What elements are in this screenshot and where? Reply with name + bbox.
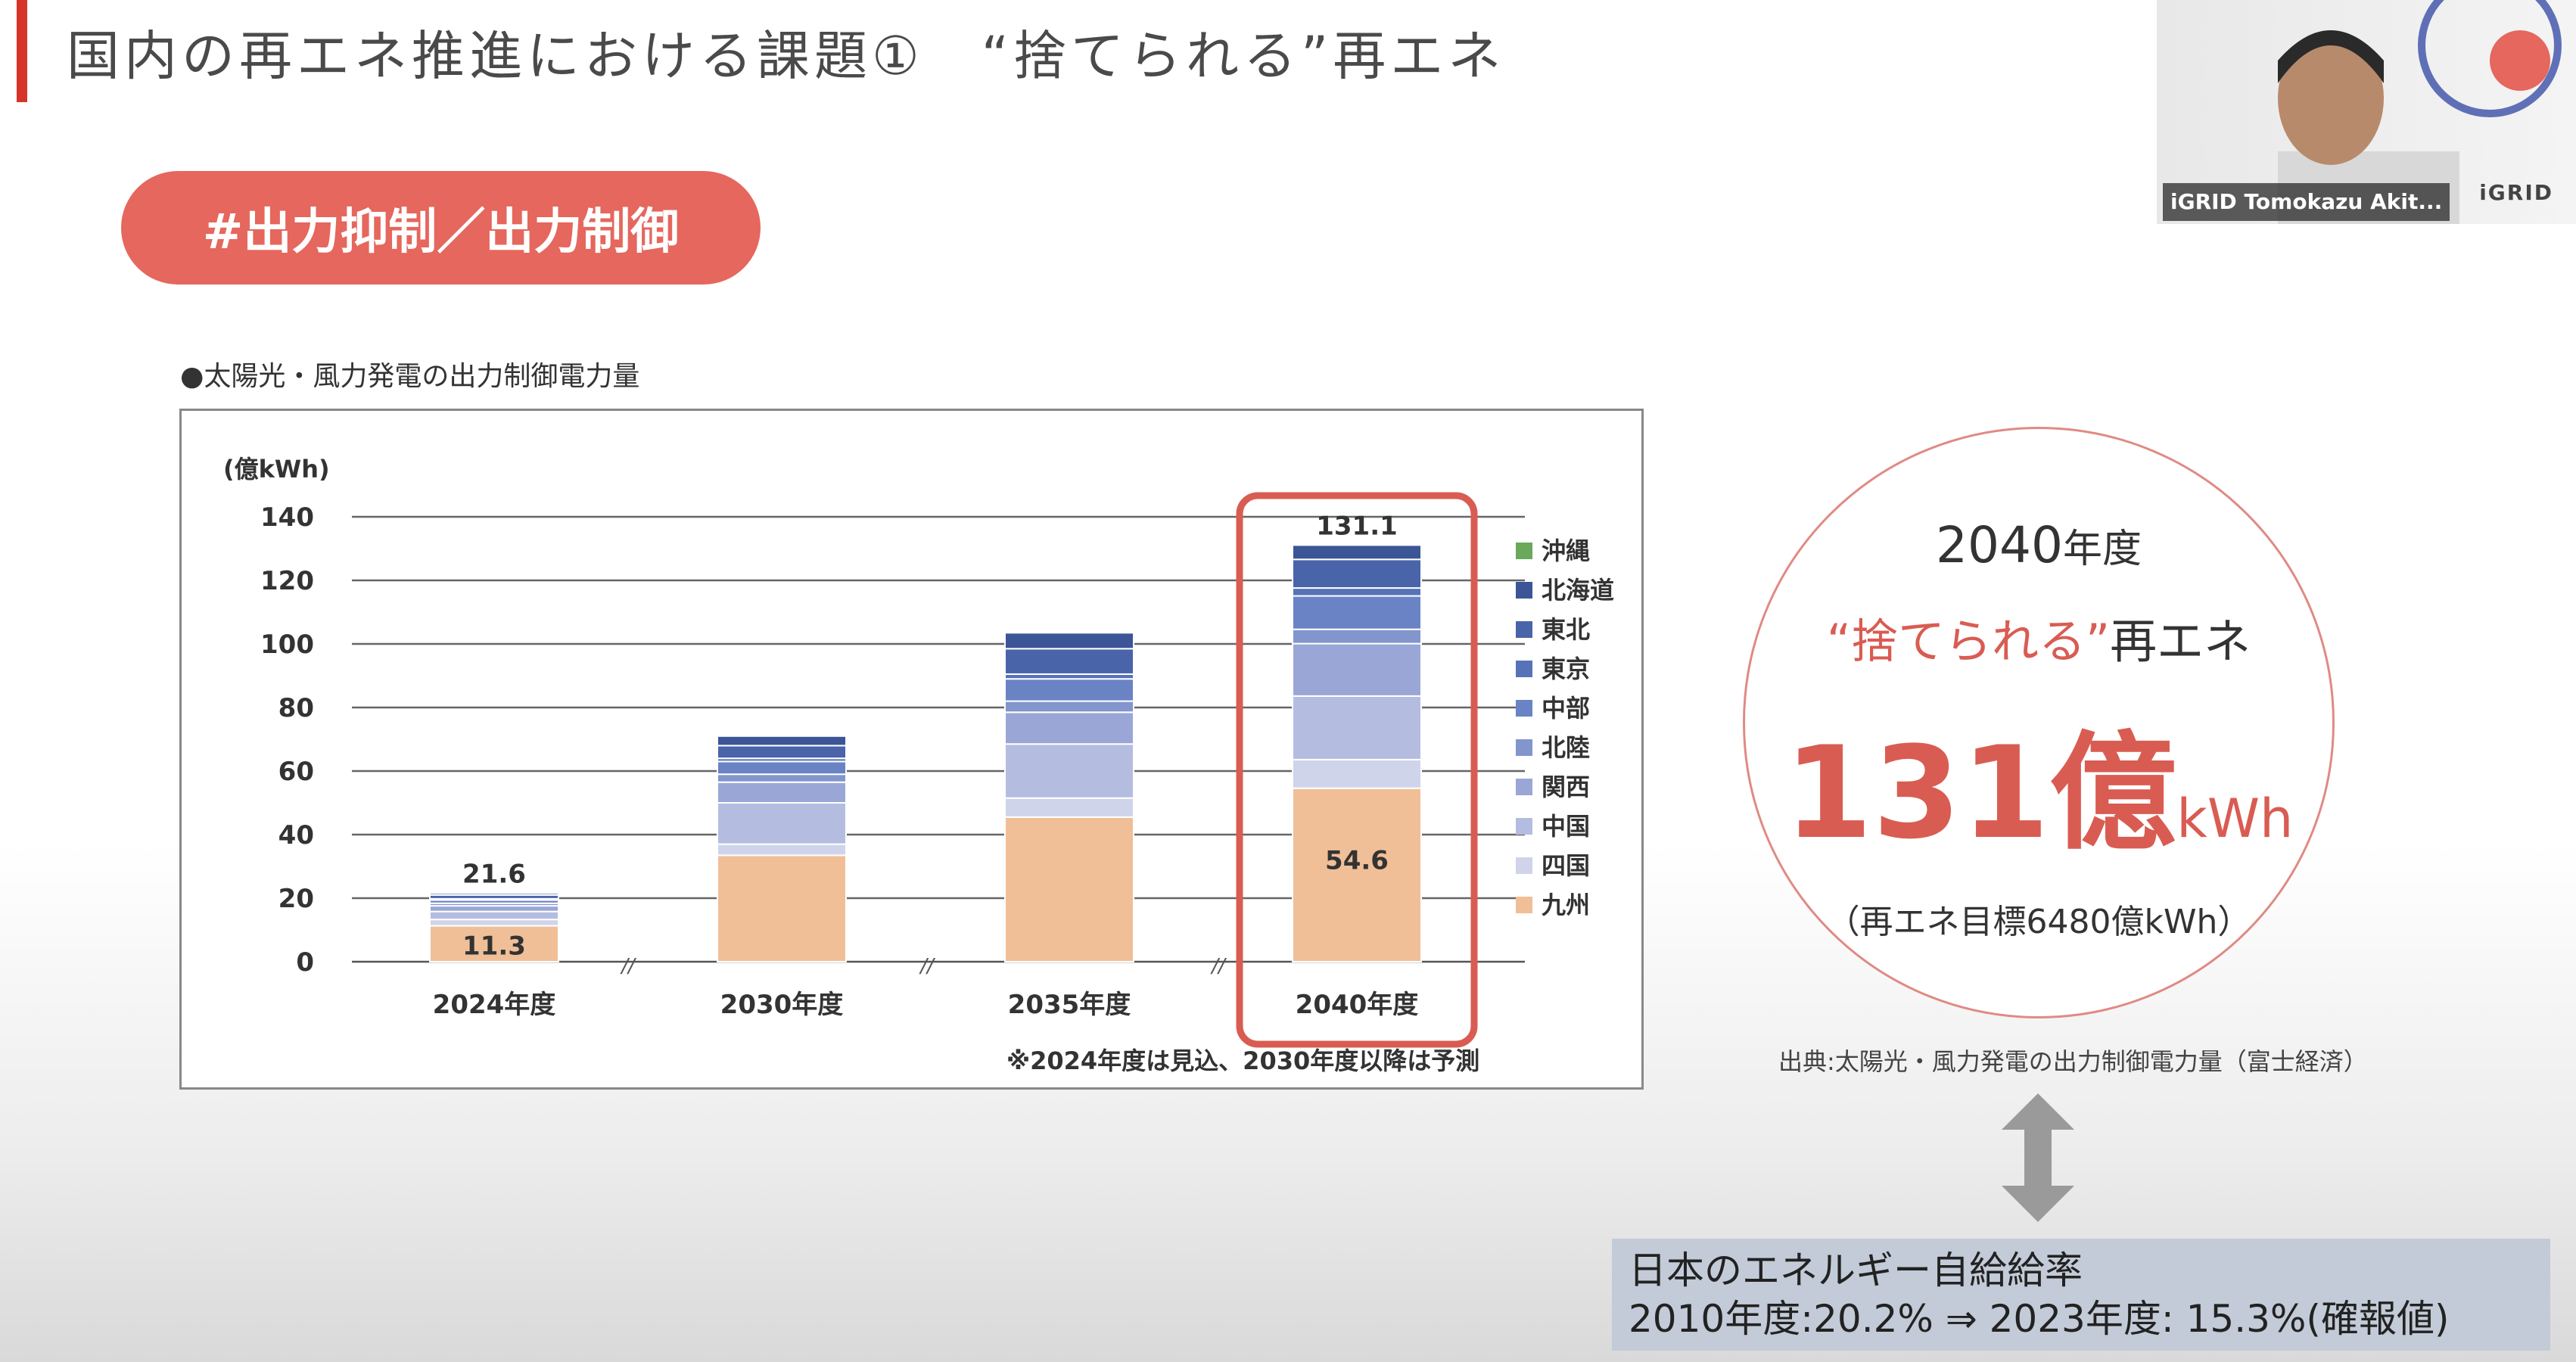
y-tick-label: 60	[278, 757, 314, 787]
participant-video-tile[interactable]: iGRID iGRID Tomokazu Akit...	[2157, 0, 2576, 224]
callout-wasted-line: “捨てられる”再エネ	[1745, 603, 2332, 671]
chart-title: ●太陽光・風力発電の出力制御電力量	[180, 361, 640, 392]
bar-segment-四国	[1292, 758, 1422, 789]
axis-break-mark: //	[1210, 955, 1227, 978]
bar-segment-九州	[429, 925, 559, 962]
self-sufficiency-values: 2010年度:20.2% ⇒ 2023年度: 15.3%(確報値)	[1629, 1297, 2450, 1341]
bar-segment-東北	[1004, 648, 1134, 675]
callout-circle: 2040年度 “捨てられる”再エネ 131億kWh （再エネ目標6480億kWh…	[1743, 427, 2335, 1018]
bar-segment-北陸	[1292, 628, 1422, 645]
legend-swatch-沖縄	[1516, 543, 1532, 559]
self-sufficiency-title: 日本のエネルギー自給給率	[1629, 1248, 2083, 1292]
callout-target-note: （再エネ目標6480億kWh）	[1826, 903, 2251, 941]
highlight-box	[1236, 492, 1478, 1048]
y-tick-label: 20	[278, 884, 314, 914]
callout-amount-line: 131億kWh	[1745, 690, 2332, 874]
legend-swatch-九州	[1516, 897, 1532, 913]
callout-amount: 131億	[1784, 719, 2177, 867]
legend-label: 北海道	[1542, 576, 1614, 605]
callout-year-line: 2040年度	[1745, 516, 2332, 574]
bar-segment-北海道	[1292, 544, 1422, 561]
bar-segment-九州	[1004, 816, 1134, 963]
callout-year-suffix: 年度	[2062, 527, 2142, 572]
y-tick-label: 100	[260, 630, 314, 660]
y-tick-label: 120	[260, 566, 314, 596]
legend-swatch-四国	[1516, 857, 1532, 874]
y-axis-label: (億kWh)	[223, 455, 330, 484]
bar-segment-四国	[1004, 797, 1134, 818]
chart-frame: (億kWh) 0 20 40 60 80 100 120 140 2024年度 2030年度 2035…	[179, 409, 1644, 1090]
legend-label: 東京	[1542, 655, 1590, 683]
self-sufficiency-box: 日本のエネルギー自給給率 2010年度:20.2% ⇒ 2023年度: 15.3…	[1612, 1239, 2550, 1351]
legend-label: 北陸	[1542, 733, 1590, 762]
bar-segment-中国	[1004, 743, 1134, 799]
bar-segment-北海道	[429, 892, 559, 896]
bar-segment-北海道	[717, 735, 847, 747]
callout-year: 2040	[1936, 516, 2063, 574]
x-tick-label: 2040年度	[1296, 990, 1419, 1020]
bar-segment-東京	[1292, 587, 1422, 597]
axis-break-mark: //	[919, 955, 936, 978]
bar-segment-中国	[1292, 695, 1422, 760]
legend-label: 東北	[1542, 615, 1590, 644]
participant-name: iGRID Tomokazu Akit...	[2163, 183, 2450, 221]
legend-label: 沖縄	[1542, 536, 1590, 565]
legend-swatch-東北	[1516, 621, 1532, 638]
chart-footnote: ※2024年度は見込、2030年度以降は予測	[1006, 1046, 1479, 1075]
legend-label: 中部	[1542, 694, 1590, 723]
callout-unit: kWh	[2176, 788, 2294, 850]
bar-segment-関西	[717, 781, 847, 804]
legend-swatch-中国	[1516, 818, 1532, 835]
bar-segment-四国	[429, 919, 559, 927]
bar-segment-中国	[717, 802, 847, 845]
bar-segment-関西	[429, 905, 559, 913]
source-note: 出典:太陽光・風力発電の出力制御電力量（富士経済）	[1778, 1047, 2368, 1076]
bar-segment-東北	[1292, 558, 1422, 589]
legend-label: 九州	[1542, 891, 1590, 919]
data-label: 131.1	[1316, 511, 1398, 541]
x-tick-label: 2024年度	[433, 990, 556, 1020]
topic-tag: #出力抑制／出力制御	[121, 171, 761, 285]
legend-swatch-北海道	[1516, 582, 1532, 599]
bar-segment-関西	[1004, 711, 1134, 745]
legend-swatch-東京	[1516, 661, 1532, 677]
x-tick-label: 2030年度	[720, 990, 844, 1020]
bar-segment-北海道	[1004, 632, 1134, 650]
axis-break-mark: //	[620, 955, 637, 978]
callout-wasted-suffix: 再エネ	[2110, 614, 2251, 669]
legend-label: 四国	[1542, 851, 1590, 880]
bar-segment-東北	[717, 745, 847, 760]
legend-swatch-北陸	[1516, 739, 1532, 756]
title-accent-bar	[17, 0, 27, 102]
bar-segment-北陸	[1004, 700, 1134, 714]
bar-segment-中部	[717, 760, 847, 776]
y-tick-label: 0	[296, 947, 314, 978]
x-tick-label: 2035年度	[1008, 990, 1131, 1020]
legend-label: 中国	[1542, 812, 1590, 841]
bar-segment-九州	[717, 854, 847, 962]
data-label: 11.3	[462, 931, 526, 961]
y-tick-label: 140	[260, 502, 314, 533]
data-label: 21.6	[462, 859, 526, 889]
y-tick-label: 40	[278, 820, 314, 850]
legend-label: 関西	[1542, 773, 1590, 801]
igrid-logo: iGRID	[2479, 180, 2553, 205]
legend-swatch-中部	[1516, 700, 1532, 717]
bar-segment-中部	[1004, 678, 1134, 702]
double-arrow-icon	[2002, 1093, 2074, 1222]
bar-segment-関西	[1292, 642, 1422, 697]
slide-title: 国内の再エネ推進における課題① “捨てられる”再エネ	[67, 25, 1506, 87]
bar-segment-中部	[1292, 595, 1422, 630]
bar-segment-北陸	[717, 773, 847, 783]
stacked-bar-chart: (億kWh) 0 20 40 60 80 100 120 140 2024年度 2030年度 2035…	[223, 455, 1614, 1075]
bar-segment-中国	[429, 910, 559, 921]
legend-swatch-関西	[1516, 779, 1532, 795]
callout-wasted-label: “捨てられる”	[1826, 614, 2111, 669]
bar-segment-四国	[717, 843, 847, 857]
data-label: 54.6	[1325, 845, 1389, 875]
y-tick-label: 80	[278, 693, 314, 723]
